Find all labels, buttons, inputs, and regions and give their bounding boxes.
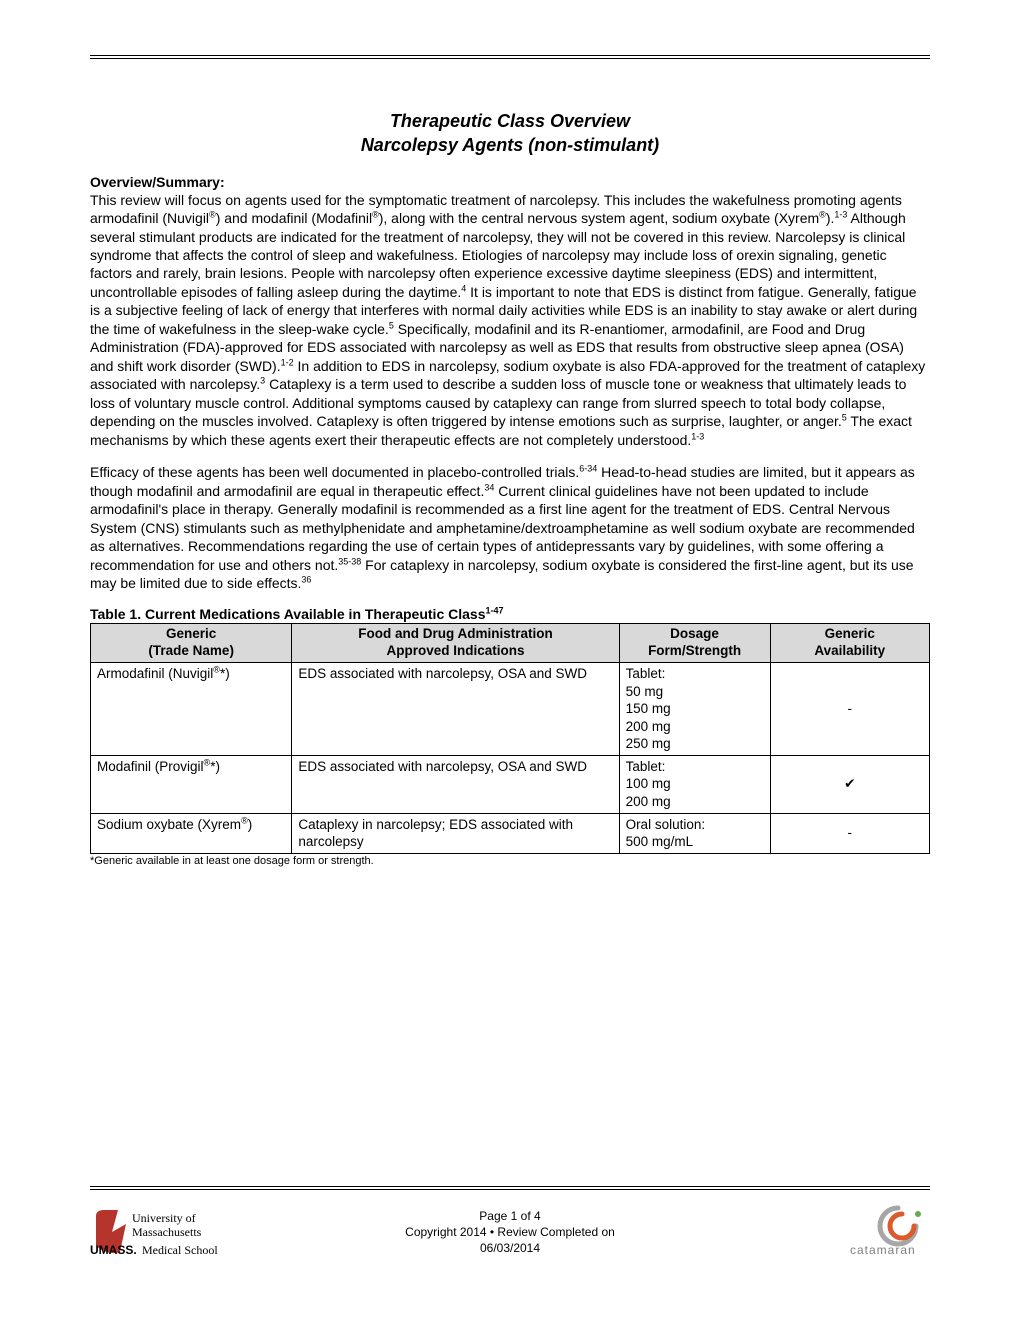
cell-dosage: Oral solution: 500 mg/mL bbox=[619, 813, 770, 853]
svg-text:UMASS.: UMASS. bbox=[90, 1243, 137, 1257]
page-footer: University of Massachusetts UMASS. Medic… bbox=[90, 1186, 930, 1260]
footer-horizontal-rule bbox=[90, 1186, 930, 1190]
umass-logo: University of Massachusetts UMASS. Medic… bbox=[90, 1206, 250, 1258]
title-line-1: Therapeutic Class Overview bbox=[90, 109, 930, 133]
table-column-header: Food and Drug AdministrationApproved Ind… bbox=[292, 624, 619, 663]
cell-indications: EDS associated with narcolepsy, OSA and … bbox=[292, 755, 619, 813]
table-column-header: Generic(Trade Name) bbox=[91, 624, 292, 663]
catamaran-logo: catamaran bbox=[770, 1204, 930, 1260]
footer-page-number: Page 1 of 4 bbox=[250, 1208, 770, 1224]
table-footnote: *Generic available in at least one dosag… bbox=[90, 855, 930, 867]
overview-paragraph-1: This review will focus on agents used fo… bbox=[90, 191, 930, 450]
cell-indications: EDS associated with narcolepsy, OSA and … bbox=[292, 663, 619, 756]
table-row: Modafinil (Provigil®*)EDS associated wit… bbox=[91, 755, 930, 813]
table-title: Table 1. Current Medications Available i… bbox=[90, 606, 930, 622]
table-column-header: DosageForm/Strength bbox=[619, 624, 770, 663]
cell-generic-name: Sodium oxybate (Xyrem®) bbox=[91, 813, 292, 853]
cell-dosage: Tablet: 100 mg 200 mg bbox=[619, 755, 770, 813]
table-header-row: Generic(Trade Name)Food and Drug Adminis… bbox=[91, 624, 930, 663]
svg-text:Massachusetts: Massachusetts bbox=[132, 1225, 202, 1239]
cell-availability: - bbox=[770, 813, 929, 853]
svg-text:catamaran: catamaran bbox=[850, 1243, 916, 1257]
table-row: Sodium oxybate (Xyrem®)Cataplexy in narc… bbox=[91, 813, 930, 853]
title-line-2: Narcolepsy Agents (non-stimulant) bbox=[90, 133, 930, 157]
cell-generic-name: Modafinil (Provigil®*) bbox=[91, 755, 292, 813]
footer-center-text: Page 1 of 4 Copyright 2014 • Review Comp… bbox=[250, 1208, 770, 1257]
table-row: Armodafinil (Nuvigil®*)EDS associated wi… bbox=[91, 663, 930, 756]
cell-generic-name: Armodafinil (Nuvigil®*) bbox=[91, 663, 292, 756]
cell-availability: - bbox=[770, 663, 929, 756]
footer-copyright: Copyright 2014 • Review Completed on bbox=[250, 1224, 770, 1240]
overview-paragraph-2: Efficacy of these agents has been well d… bbox=[90, 463, 930, 592]
cell-availability: ✔ bbox=[770, 755, 929, 813]
medications-table: Generic(Trade Name)Food and Drug Adminis… bbox=[90, 623, 930, 853]
svg-text:University of: University of bbox=[132, 1211, 196, 1225]
overview-heading: Overview/Summary: bbox=[90, 174, 930, 190]
cell-indications: Cataplexy in narcolepsy; EDS associated … bbox=[292, 813, 619, 853]
svg-text:Medical School: Medical School bbox=[142, 1243, 218, 1257]
table-body: Armodafinil (Nuvigil®*)EDS associated wi… bbox=[91, 663, 930, 853]
title-block: Therapeutic Class Overview Narcolepsy Ag… bbox=[90, 109, 930, 158]
table-column-header: GenericAvailability bbox=[770, 624, 929, 663]
cell-dosage: Tablet: 50 mg 150 mg 200 mg 250 mg bbox=[619, 663, 770, 756]
footer-date: 06/03/2014 bbox=[250, 1240, 770, 1256]
top-horizontal-rule bbox=[90, 55, 930, 59]
